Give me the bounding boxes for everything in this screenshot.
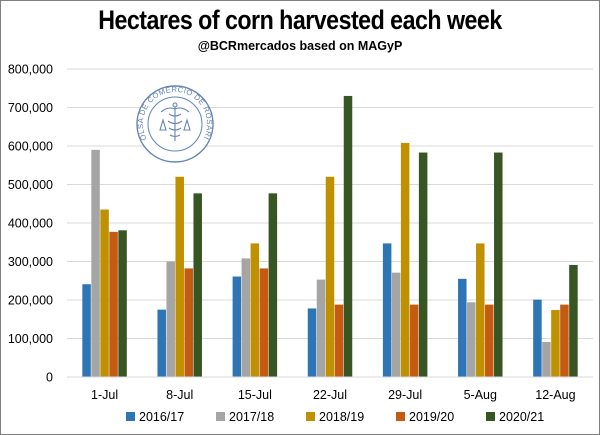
bar: [476, 243, 485, 377]
y-tick-label: 600,000: [8, 140, 53, 154]
bar: [157, 309, 166, 377]
legend-label: 2016/17: [139, 410, 184, 424]
bar: [334, 304, 344, 377]
x-tick-label: 5-Aug: [464, 388, 497, 402]
x-tick-label: 15-Jul: [238, 388, 272, 402]
legend-swatch: [306, 412, 315, 421]
bar: [166, 261, 175, 377]
y-tick-label: 500,000: [8, 178, 53, 192]
bcr-seal-logo: BOLSA DE COMERCIO DE ROSARIO: [1, 1, 214, 163]
y-tick-label: 200,000: [8, 294, 53, 308]
x-tick-label: 29-Jul: [388, 388, 422, 402]
bar: [400, 142, 410, 377]
y-tick-label: 400,000: [8, 217, 53, 231]
bar: [100, 209, 109, 377]
seal-emblem: BOLSA DE COMERCIO DE ROSARIO: [1, 1, 214, 163]
y-tick-label: 100,000: [8, 332, 53, 346]
legend-label: 2019/20: [409, 410, 454, 424]
bar: [343, 95, 353, 377]
bar: [418, 152, 428, 377]
legend-swatch: [216, 412, 225, 421]
x-tick-label: 22-Jul: [313, 388, 347, 402]
bar: [250, 243, 260, 377]
chart-subtitle: @BCRmercados based on MAGyP: [197, 39, 403, 53]
bar: [109, 231, 118, 377]
bar: [184, 268, 193, 377]
axes: 0 100,000 200,000 300,000 400,000 500,000 600,…: [8, 63, 593, 402]
bar: [259, 268, 269, 377]
y-tick-label: 0: [46, 371, 53, 385]
bar: [569, 264, 578, 377]
legend-label: 2020/21: [499, 410, 544, 424]
bar: [118, 230, 127, 377]
y-tick-label: 800,000: [8, 63, 53, 77]
bar: [494, 152, 503, 377]
bar: [551, 310, 560, 377]
legend-item: 2020/21: [486, 410, 544, 424]
legend-swatch: [396, 412, 405, 421]
bar: [391, 272, 401, 377]
x-tick-label: 1-Jul: [91, 388, 118, 402]
legend-item: 2019/20: [396, 410, 454, 424]
legend-swatch: [126, 412, 135, 421]
bar: [467, 302, 476, 377]
legend-item: 2016/17: [126, 410, 184, 424]
bar: [316, 279, 326, 377]
bar: [82, 284, 91, 377]
bar: [542, 341, 551, 377]
legend-item: 2018/19: [306, 410, 364, 424]
bar: [409, 304, 419, 377]
legend-item: 2017/18: [216, 410, 274, 424]
bar: [533, 299, 542, 377]
bar: [193, 193, 202, 377]
x-tick-label: 8-Jul: [166, 388, 193, 402]
bar: [241, 258, 251, 377]
bar: [382, 243, 392, 377]
legend-label: 2018/19: [319, 410, 364, 424]
bar: [458, 278, 467, 377]
legend-label: 2017/18: [229, 410, 274, 424]
bar: [560, 304, 569, 377]
bar: [91, 149, 100, 377]
bar: [175, 176, 184, 377]
y-tick-label: 700,000: [8, 101, 53, 115]
bar: [232, 276, 242, 377]
seal-center-emblem: [159, 102, 191, 141]
legend-swatch: [486, 412, 495, 421]
bar: [325, 176, 335, 377]
chart-title: Hectares of corn harvested each week: [98, 5, 502, 35]
x-tick-label: 12-Aug: [535, 388, 575, 402]
y-tick-label: 300,000: [8, 255, 53, 269]
bar: [307, 308, 317, 377]
bars: [82, 95, 578, 377]
seal-inner-ring: [147, 96, 203, 152]
bar: [485, 304, 494, 377]
legend: 2016/17 2017/18 2018/19 2019/20 2020/21: [126, 410, 544, 424]
bar: [268, 193, 278, 377]
